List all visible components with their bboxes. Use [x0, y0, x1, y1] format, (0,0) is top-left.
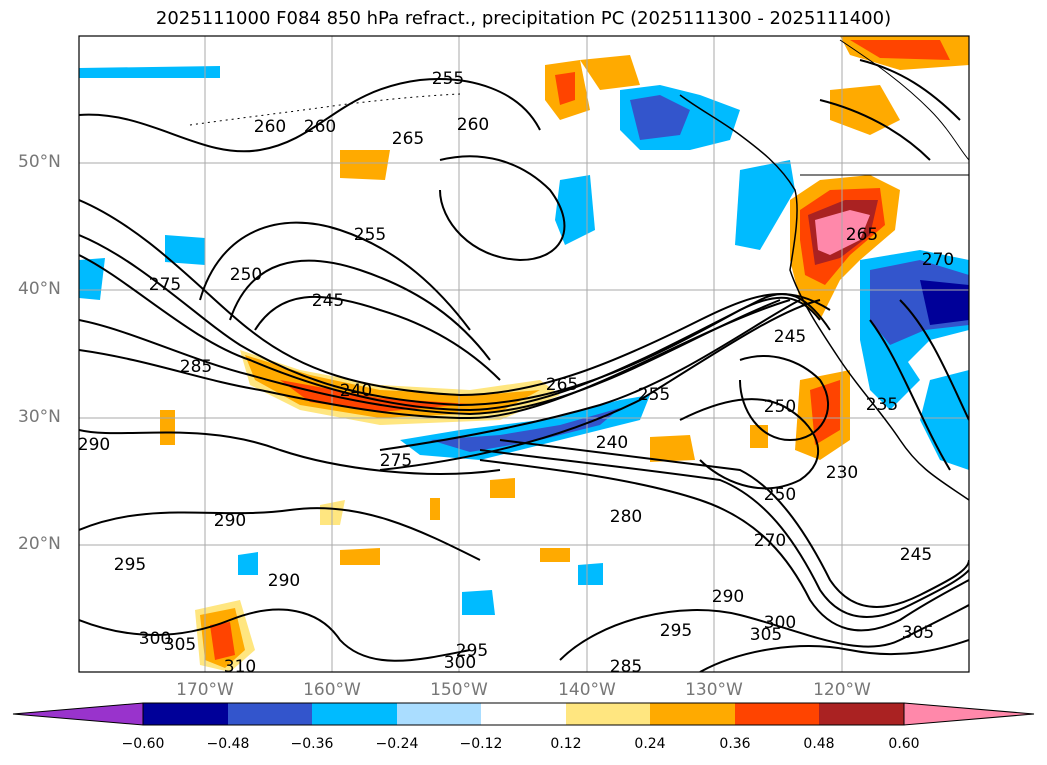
contour-label: 250 [764, 397, 796, 417]
lon-label-120w: 120°W [813, 680, 871, 700]
colorbar-tick: −0.36 [290, 736, 334, 752]
colorbar-swatch [228, 703, 312, 725]
contour-label: 305 [750, 625, 782, 645]
colorbar-swatch [735, 703, 819, 725]
contour-label: 300 [444, 653, 476, 673]
refractivity-contours [79, 59, 969, 672]
colorbar-extend-max [903, 702, 1035, 726]
contour-label: 245 [312, 291, 344, 311]
colorbar-tick: 0.60 [888, 736, 920, 752]
colorbar-swatch [481, 703, 566, 725]
contour-label: 270 [922, 250, 954, 270]
colorbar-swatch [566, 703, 650, 725]
contour-label: 300 [139, 629, 171, 649]
colorbar-tick: −0.48 [206, 736, 250, 752]
colorbar-swatch [397, 703, 481, 725]
contour-label: 265 [546, 375, 578, 395]
contour-label: 245 [900, 545, 932, 565]
contour-label: 290 [214, 511, 246, 531]
lat-label-20n: 20°N [18, 534, 61, 554]
contour-label: 310 [224, 657, 256, 677]
map-title: 2025111000 F084 850 hPa refract., precip… [155, 8, 892, 29]
colorbar [12, 702, 1035, 726]
contour-label: 255 [354, 225, 386, 245]
contour-label-layer: 255 260 265 260 255 250 245 240 275 285 … [78, 69, 954, 677]
colorbar-tick: 0.36 [719, 736, 751, 752]
contour-label: 265 [846, 225, 878, 245]
contour-label: 290 [268, 571, 300, 591]
contour-label: 245 [774, 327, 806, 347]
lat-lon-grid [79, 36, 969, 672]
contour-label: 290 [78, 435, 110, 455]
contour-label: 240 [596, 433, 628, 453]
colorbar-tick: 0.24 [634, 736, 666, 752]
contour-label: 280 [610, 507, 642, 527]
contour-label: 275 [380, 451, 412, 471]
colorbar-tick: −0.24 [375, 736, 419, 752]
coastline [189, 39, 969, 501]
contour-label: 240 [340, 381, 372, 401]
contour-label: 285 [610, 657, 642, 677]
contour-label: 285 [180, 357, 212, 377]
contour-label: 255 [432, 69, 464, 89]
contour-label: 275 [149, 275, 181, 295]
lat-label-50n: 50°N [18, 152, 61, 172]
lon-label-160w: 160°W [303, 680, 361, 700]
lon-label-140w: 140°W [558, 680, 616, 700]
lon-label-170w: 170°W [176, 680, 234, 700]
colorbar-swatch [650, 703, 735, 725]
contour-label: 260 [304, 117, 336, 137]
colorbar-tick: 0.48 [803, 736, 835, 752]
colorbar-tick: −0.60 [121, 736, 165, 752]
contour-label: 295 [114, 555, 146, 575]
contour-label: 260 [254, 117, 286, 137]
contour-label: 265 [392, 129, 424, 149]
contour-label: 295 [456, 641, 488, 661]
contour-label: 295 [660, 621, 692, 641]
plot-frame [78, 35, 970, 673]
colorbar-swatch [312, 703, 397, 725]
contour-label: 255 [638, 385, 670, 405]
lat-label-40n: 40°N [18, 279, 61, 299]
colorbar-swatch [143, 703, 228, 725]
contour-label: 250 [230, 265, 262, 285]
contour-label: 250 [764, 485, 796, 505]
colorbar-extend-min [12, 702, 144, 726]
lon-label-150w: 150°W [430, 680, 488, 700]
contour-label: 305 [164, 635, 196, 655]
lat-label-30n: 30°N [18, 407, 61, 427]
colorbar-swatch [819, 703, 904, 725]
colorbar-tick: −0.12 [459, 736, 503, 752]
lon-label-130w: 130°W [685, 680, 743, 700]
contour-label: 300 [764, 613, 796, 633]
contour-label: 260 [457, 115, 489, 135]
contour-label: 305 [902, 623, 934, 643]
contour-label: 290 [712, 587, 744, 607]
contour-label: 270 [754, 531, 786, 551]
contour-label: 235 [866, 395, 898, 415]
contour-label: 230 [826, 463, 858, 483]
precip-blob-coast-blue [735, 160, 795, 250]
colorbar-tick: 0.12 [550, 736, 582, 752]
